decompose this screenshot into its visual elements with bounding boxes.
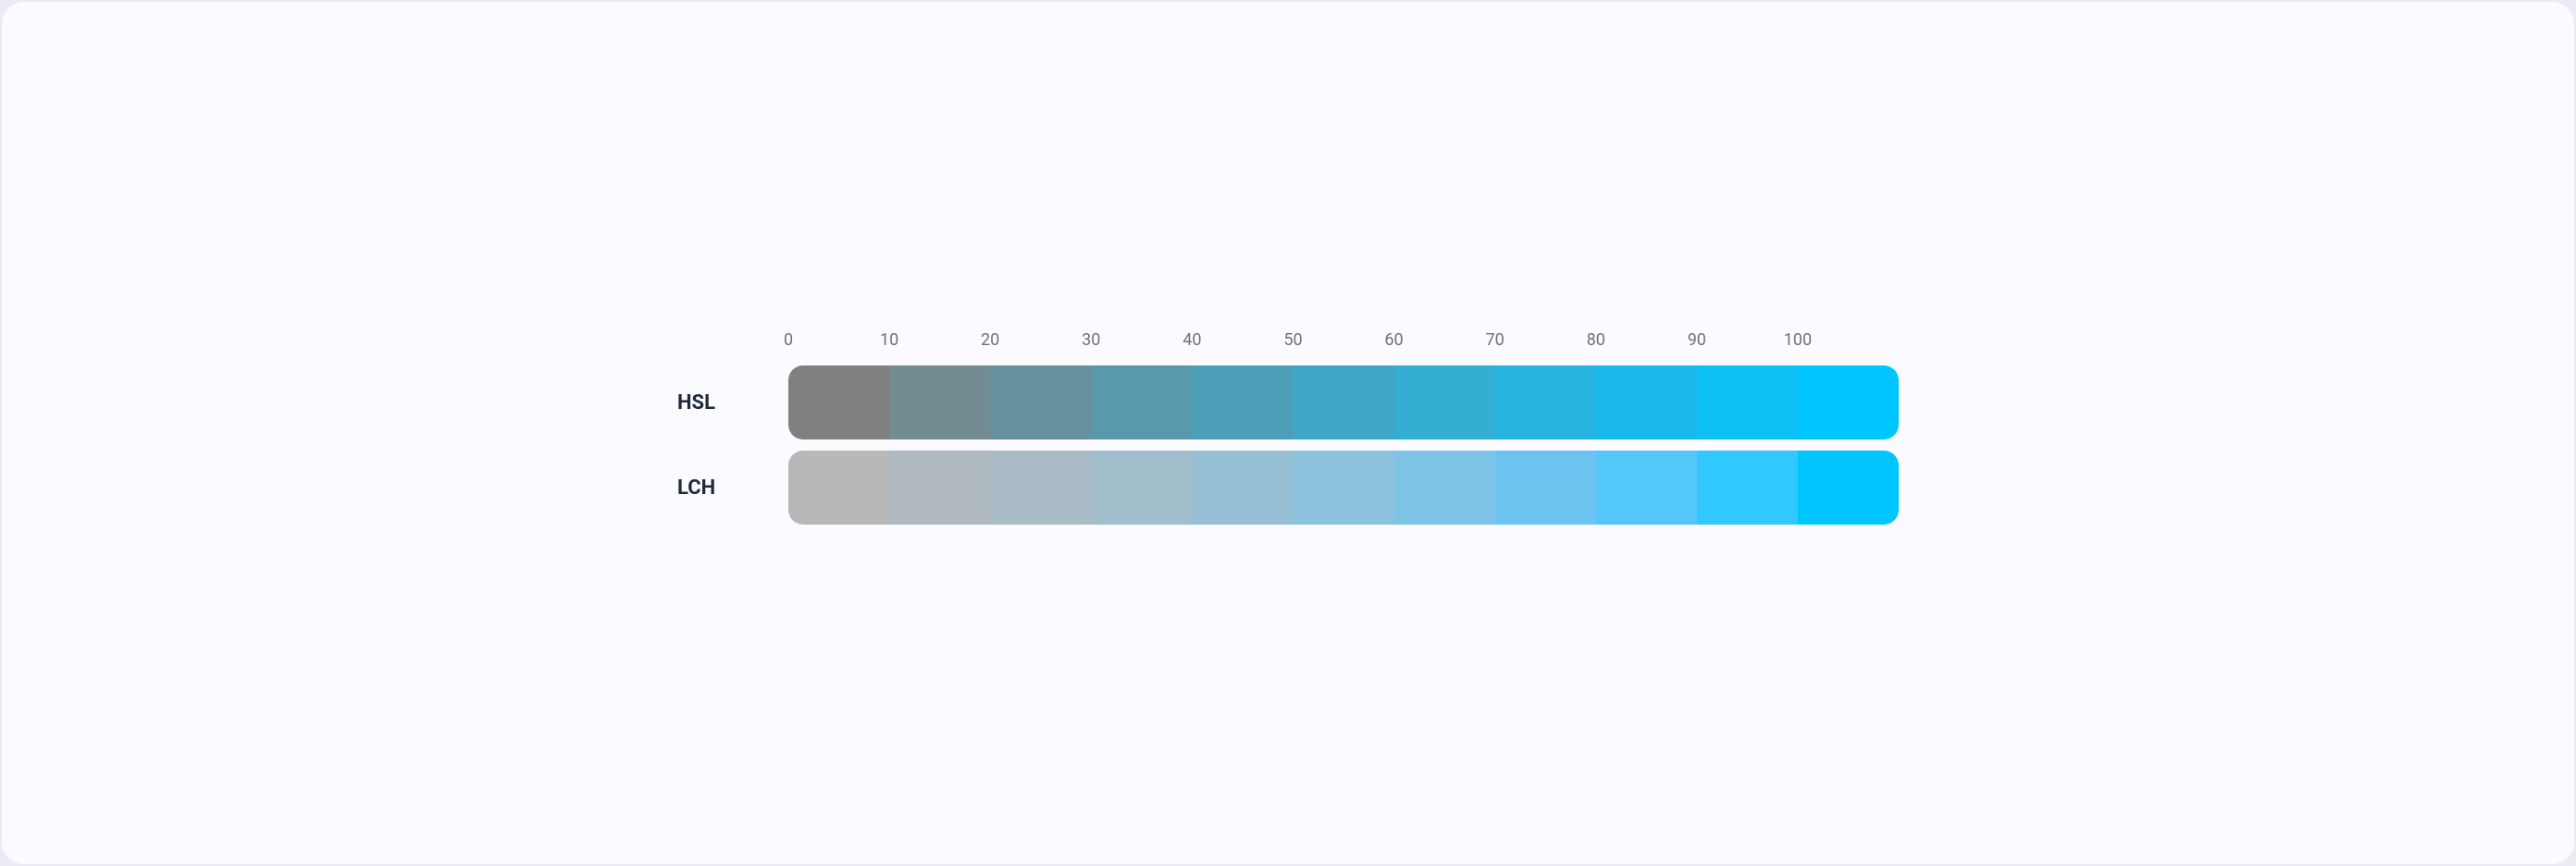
- card: 0 10 20 30 40 50 60 70 80 90 100 HSL: [2, 2, 2574, 864]
- scale-tick-70: 70: [1486, 330, 1505, 350]
- color-comparison-chart: 0 10 20 30 40 50 60 70 80 90 100 HSL: [677, 330, 1899, 536]
- swatch-hsl-40: [1192, 365, 1293, 439]
- row-label-lch: LCH: [677, 476, 788, 500]
- row-lch: LCH: [677, 451, 1899, 525]
- swatch-hsl-60: [1394, 365, 1495, 439]
- row-label-hsl: HSL: [677, 391, 788, 414]
- swatch-lch-30: [1091, 451, 1192, 525]
- swatch-lch-90: [1697, 451, 1798, 525]
- swatch-lch-100: [1798, 451, 1899, 525]
- swatch-hsl-100: [1798, 365, 1899, 439]
- swatch-lch-10: [889, 451, 990, 525]
- scale-tick-10: 10: [880, 330, 898, 350]
- scale-tick-100: 100: [1784, 330, 1812, 350]
- swatch-lch-60: [1394, 451, 1495, 525]
- scale-tick-40: 40: [1183, 330, 1201, 350]
- scale-tick-50: 50: [1283, 330, 1302, 350]
- swatch-track-hsl: [788, 365, 1899, 439]
- swatch-lch-0: [788, 451, 889, 525]
- scale-tick-0: 0: [784, 330, 793, 350]
- scale-tick-90: 90: [1688, 330, 1706, 350]
- swatch-hsl-10: [889, 365, 990, 439]
- swatch-hsl-70: [1495, 365, 1596, 439]
- swatch-lch-80: [1596, 451, 1697, 525]
- swatch-hsl-50: [1293, 365, 1393, 439]
- swatch-track-lch: [788, 451, 1899, 525]
- swatch-lch-20: [990, 451, 1091, 525]
- row-hsl: HSL: [677, 365, 1899, 439]
- swatch-hsl-0: [788, 365, 889, 439]
- swatch-hsl-90: [1697, 365, 1798, 439]
- scale-tick-30: 30: [1082, 330, 1100, 350]
- scale-tick-80: 80: [1587, 330, 1605, 350]
- scale-tick-20: 20: [981, 330, 999, 350]
- swatch-hsl-30: [1091, 365, 1192, 439]
- swatch-lch-70: [1495, 451, 1596, 525]
- scale-tick-60: 60: [1384, 330, 1403, 350]
- swatch-lch-40: [1192, 451, 1293, 525]
- swatch-hsl-20: [990, 365, 1091, 439]
- swatch-hsl-80: [1596, 365, 1697, 439]
- scale-ticks: 0 10 20 30 40 50 60 70 80 90 100: [788, 330, 1899, 356]
- swatch-lch-50: [1293, 451, 1393, 525]
